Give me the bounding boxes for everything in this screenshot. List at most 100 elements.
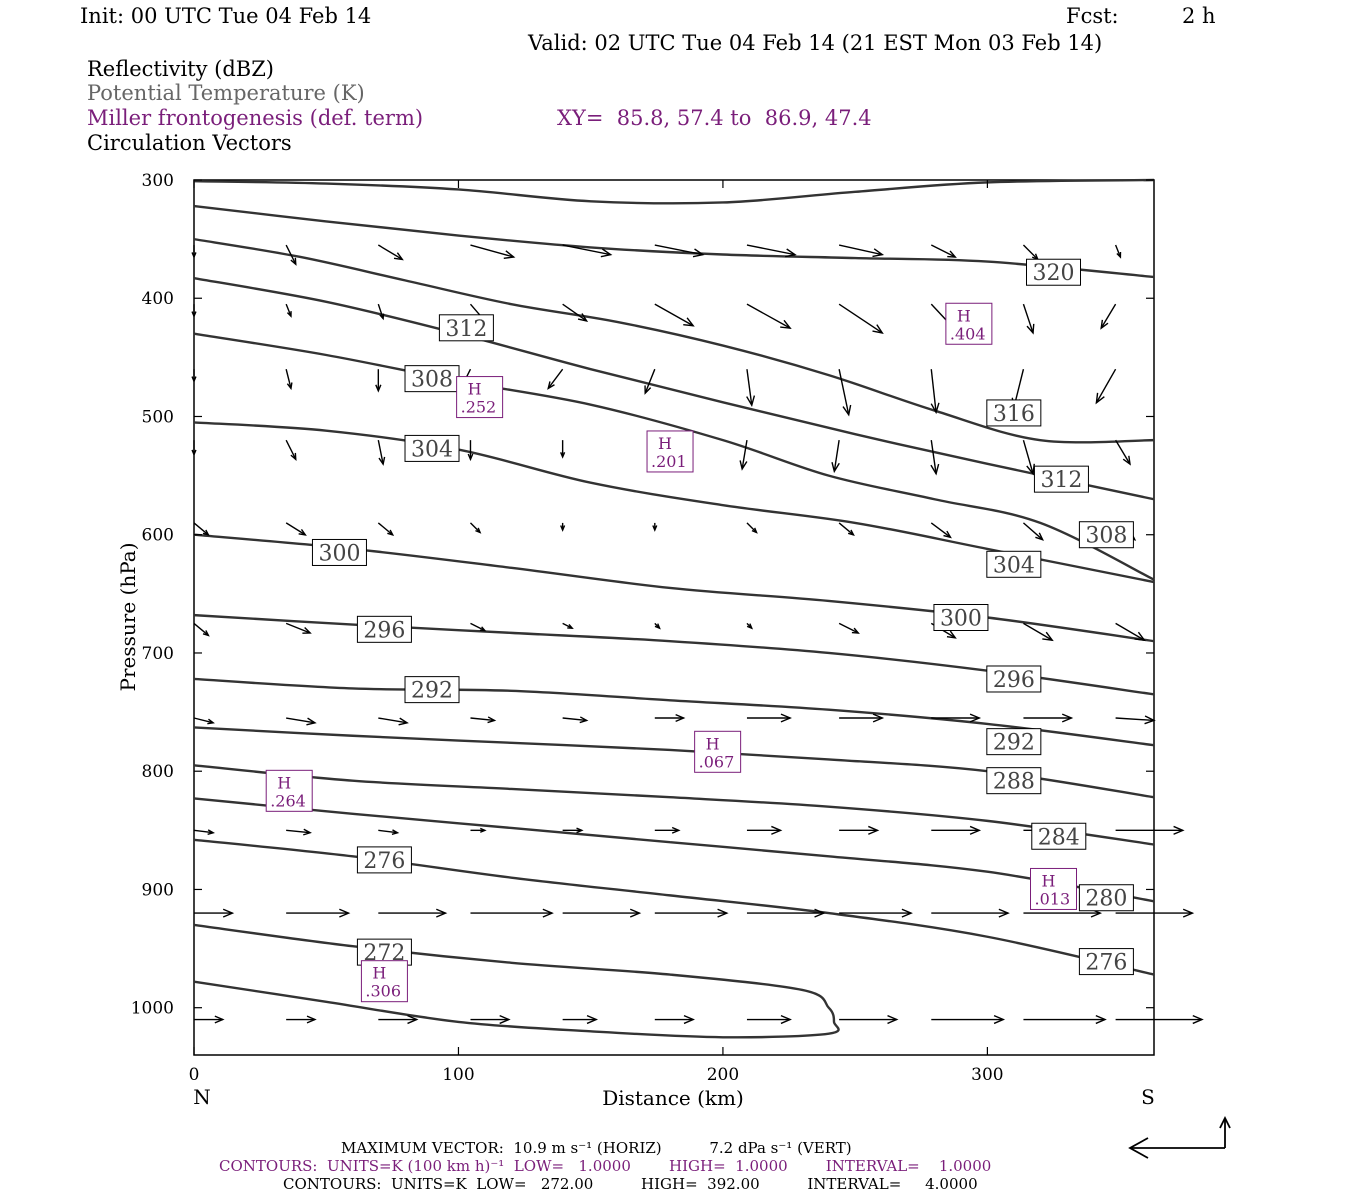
plot-frame — [193, 179, 1155, 1056]
svg-text:292: 292 — [993, 731, 1035, 756]
circulation-vector — [470, 908, 554, 918]
circulation-vector — [560, 522, 566, 532]
theta-contour-316 — [193, 204, 1155, 279]
circulation-vector — [285, 369, 293, 391]
circulation-vector — [377, 303, 385, 321]
theta-label: 300 — [933, 604, 989, 632]
maximum-marker: H — [658, 434, 672, 453]
y-tick-label: 500 — [142, 407, 174, 427]
svg-text:304: 304 — [411, 437, 453, 462]
circulation-vector — [547, 368, 564, 390]
vector-key-icon — [1128, 1115, 1231, 1159]
circulation-vector — [1095, 368, 1117, 405]
x-tick-label: 300 — [971, 1065, 1003, 1085]
circulation-vector — [194, 908, 235, 918]
circulation-vector — [1115, 1014, 1204, 1025]
circulation-vectors — [191, 244, 1204, 1025]
forecast-hour: 2 h — [1182, 4, 1216, 28]
circulation-vector — [377, 522, 395, 537]
circulation-vector — [931, 713, 982, 723]
circulation-vector — [654, 713, 686, 723]
maximum-value: .306 — [365, 982, 401, 1001]
svg-text:308: 308 — [1085, 524, 1127, 549]
theta-contour-312 — [193, 237, 1155, 444]
circulation-vector — [838, 622, 860, 634]
theta-label: 276 — [356, 846, 412, 874]
circulation-vector — [654, 908, 729, 918]
circulation-vector — [838, 369, 852, 417]
x-tick-label: 200 — [707, 1065, 739, 1085]
circulation-vector — [378, 908, 448, 918]
circulation-vector — [654, 622, 661, 630]
svg-text:280: 280 — [1085, 887, 1127, 912]
theta-label: 292 — [404, 676, 460, 704]
theta-contour-280 — [193, 764, 1155, 846]
theta-label: 288 — [986, 767, 1042, 795]
circulation-vector — [839, 908, 913, 918]
maximum-marker: H — [468, 380, 482, 399]
circulation-vector — [193, 522, 210, 537]
frontogenesis-max: H.404 — [945, 302, 993, 345]
circulation-vector — [746, 622, 754, 630]
frontogenesis-max: H.201 — [646, 430, 694, 473]
theta-label: 316 — [986, 399, 1042, 427]
theta-label: 292 — [986, 728, 1042, 756]
circulation-vector — [470, 716, 497, 724]
circulation-vector — [191, 245, 197, 259]
circulation-vector — [839, 713, 885, 723]
circulation-vector — [191, 369, 197, 383]
circulation-vector — [191, 304, 197, 318]
field-reflectivity: Reflectivity (dBZ) — [87, 57, 275, 81]
circulation-vector — [285, 522, 307, 536]
circulation-vector — [562, 1014, 599, 1025]
svg-text:320: 320 — [1033, 261, 1075, 286]
circulation-vector — [1115, 908, 1195, 918]
circulation-vector — [1023, 713, 1074, 723]
circulation-vector — [467, 440, 474, 462]
maximum-value: .404 — [950, 324, 986, 343]
theta-contour-labels: 320 316 312 312 308 308 304 304 300 300 296 296 292 2… — [311, 258, 1134, 976]
circulation-vector — [1022, 303, 1035, 335]
circulation-vector — [930, 522, 952, 539]
circulation-vector — [654, 826, 681, 834]
circulation-vector — [838, 522, 855, 537]
theta-label: 276 — [1078, 948, 1134, 976]
circulation-vector — [286, 717, 317, 726]
circulation-vector — [746, 713, 792, 723]
forecast-label: Fcst: — [1066, 4, 1119, 28]
circulation-vector — [377, 244, 404, 261]
max-vector-info: MAXIMUM VECTOR: 10.9 m s⁻¹ (HORIZ) 7.2 d… — [341, 1139, 852, 1157]
theta-label: 304 — [986, 550, 1042, 578]
circulation-vector — [746, 1014, 792, 1025]
maximum-marker: H — [706, 734, 720, 753]
circulation-vector — [285, 622, 312, 634]
field-circulation-vectors: Circulation Vectors — [87, 131, 292, 155]
svg-text:296: 296 — [363, 618, 405, 643]
svg-text:284: 284 — [1038, 825, 1080, 850]
theta-label: 304 — [404, 434, 460, 462]
svg-text:292: 292 — [411, 679, 453, 704]
svg-text:304: 304 — [993, 553, 1035, 578]
y-tick-label: 700 — [142, 644, 174, 664]
y-tick-label: 300 — [142, 171, 174, 191]
circulation-vector — [1023, 622, 1054, 642]
circulation-vector — [193, 829, 215, 835]
circulation-vector — [1022, 522, 1044, 541]
svg-text:300: 300 — [940, 607, 982, 632]
circulation-vector — [470, 1014, 511, 1025]
circulation-vector — [1115, 825, 1185, 835]
x-end-north: N — [193, 1085, 211, 1109]
maximum-value: .013 — [1035, 889, 1071, 908]
x-tick-label: 0 — [189, 1065, 200, 1085]
circulation-vector — [193, 717, 215, 725]
theta-label: 312 — [1033, 465, 1089, 493]
x-end-south: S — [1141, 1085, 1155, 1109]
circulation-vector — [562, 827, 584, 834]
axis-ticks: 0 100 200 300 300 400 500 600 700 800 900 1000 — [131, 171, 1154, 1085]
circulation-vector — [191, 440, 197, 457]
svg-text:316: 316 — [993, 402, 1035, 427]
maximum-value: .067 — [699, 752, 735, 771]
circulation-vector — [1115, 715, 1156, 725]
circulation-vector — [285, 439, 297, 461]
theta-label: 308 — [404, 365, 460, 393]
